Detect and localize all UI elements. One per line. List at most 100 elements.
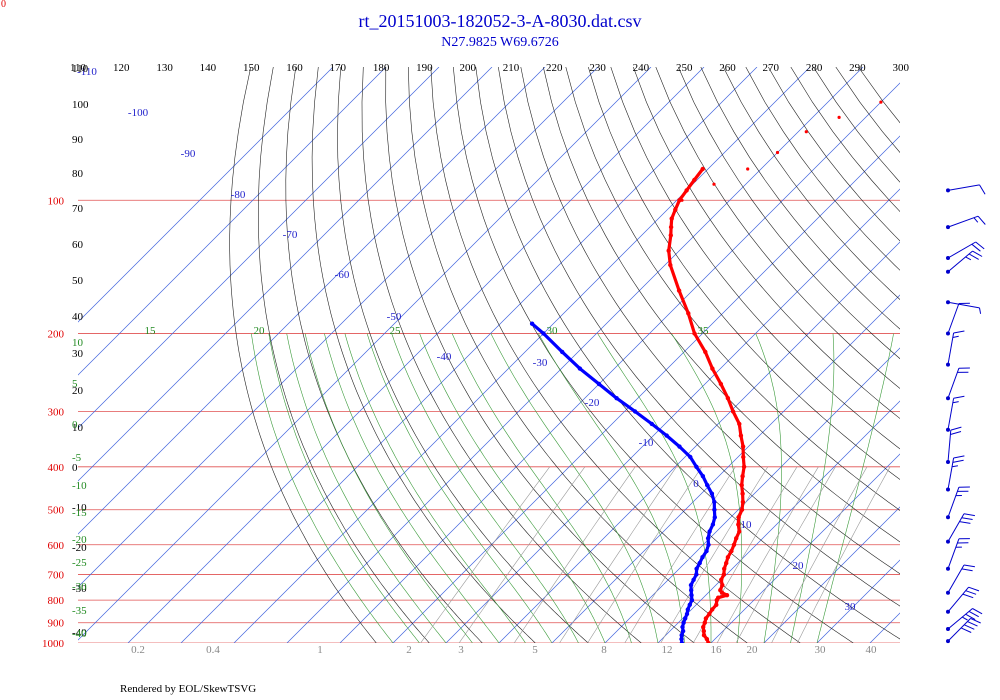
wind-barb-shaft [947,457,955,490]
isotherm-line [78,67,387,376]
isotherm-label: -90 [181,148,196,160]
wet-adiabat-label: -10 [72,480,87,492]
chart-subtitle: N27.9825 W69.6726 [441,35,559,50]
top-tick-label: 280 [806,62,823,74]
mixing-ratio-label: 0.4 [206,644,220,656]
isotherm-label: 0 [693,478,699,490]
top-tick-label: 150 [243,62,260,74]
mixing-ratio-line [559,466,677,643]
temperature-line [667,168,746,643]
dry-adiabat-line [229,67,377,643]
pressure-tick-label: 300 [48,407,65,419]
top-tick-label: 230 [589,62,606,74]
isotherm-line [763,506,900,643]
wet-adiabat-label: 30 [547,325,559,337]
wind-barb [946,395,965,432]
mixing-ratio-line [735,466,836,643]
mixing-ratio-label: 8 [601,644,607,656]
isotherm-line [78,67,599,588]
wind-barb-shaft [947,241,976,259]
isotherm-line [78,67,440,429]
dry-adiabat-line [858,67,900,124]
wind-barb-shaft [947,332,955,365]
temperature-upper-point [879,100,883,104]
wet-adiabat-label: -30 [72,581,87,593]
dry-adiabat-line [475,67,900,640]
temperature-upper-point [746,167,750,171]
dry-adiabat-label: 30 [72,348,84,360]
pressure-tick-label: 600 [48,540,65,552]
wind-barb [946,486,970,520]
wind-barb [946,215,986,230]
wind-barb-flag [953,395,965,399]
wind-barb-flag [952,335,959,338]
mixing-ratio-label: 30 [815,644,827,656]
wet-adiabat-line [451,333,632,643]
mixing-ratio-label: 40 [866,644,878,656]
wind-barb [946,184,986,195]
top-tick-label: 290 [849,62,866,74]
isotherm-label: -110 [77,66,97,78]
top-tick-label: 240 [633,62,650,74]
mixing-ratio-line [660,466,769,643]
wind-barb-flag [960,627,972,633]
isotherm-line [78,67,652,641]
wet-adiabat-label: 25 [390,325,402,337]
pressure-tick-label: 900 [48,618,65,630]
pressure-tick-label: 700 [48,569,65,581]
isotherm-line [78,67,546,535]
wind-barb-flag [950,431,962,435]
dry-adiabat-label: 50 [72,275,84,287]
isotherm-line [816,559,900,643]
isotherm-label: 10 [741,519,753,531]
wind-barb-flag [963,564,975,568]
wind-barb [946,330,965,367]
isotherm-label: -40 [437,351,452,363]
dry-adiabat-label: -10 [72,502,87,514]
dry-adiabat-line [520,67,900,575]
top-tick-label: 110 [70,62,87,74]
dry-adiabat-line [453,67,854,643]
dry-adiabat-line [565,67,900,511]
dry-adiabat-line [285,67,483,643]
wind-barb [946,513,975,544]
wind-barb-flag [963,513,975,517]
dry-adiabat-label: -20 [72,542,87,554]
wind-barb [946,564,975,595]
wind-barb-shaft [947,303,960,334]
pressure-tick-label: 100 [48,195,65,207]
mixing-ratio-label: 3 [458,644,464,656]
wind-barb-flag [965,613,976,621]
corner-label: 0 [1,0,6,10]
top-tick-label: 140 [200,62,217,74]
mixing-ratio-label: 20 [747,644,759,656]
isotherm-line [233,67,811,643]
mixing-ratio-label: 0.2 [131,644,145,656]
isotherm-line [445,188,900,643]
wind-barb-flag [972,250,983,257]
isotherm-label: 20 [793,560,805,572]
mixing-ratio-line [587,466,703,643]
wet-adiabat-line [251,333,394,643]
isotherm-line [604,347,900,643]
isotherm-line [286,67,864,643]
dry-adiabat-label: 10 [72,422,84,434]
dry-adiabat-label: 90 [72,134,84,146]
wind-barb-flag [971,243,981,252]
wind-barb-shaft [947,398,955,430]
mixing-ratio-label: 12 [662,644,673,656]
wet-adiabat-label: -15 [72,507,87,519]
wind-barb-flag [961,517,973,520]
wind-barb [946,538,970,571]
chart-title: rt_20151003-182052-3-A-8030.dat.csv [358,11,642,31]
top-tick-label: 190 [416,62,433,74]
dry-adiabat-label: -30 [72,583,87,595]
temperature-upper-point [837,115,841,119]
pressure-tick-label: 1000 [42,638,65,650]
dry-adiabat-line [768,67,900,242]
wet-adiabat-label: 0 [72,419,78,431]
dry-adiabat-label: 70 [72,203,84,215]
wind-barb-flag [972,608,983,615]
top-tick-label: 210 [503,62,520,74]
